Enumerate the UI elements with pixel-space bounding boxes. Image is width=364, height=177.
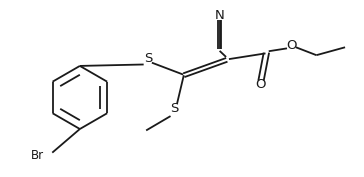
Text: O: O xyxy=(256,78,266,91)
Text: S: S xyxy=(144,52,152,65)
Text: N: N xyxy=(215,8,225,22)
Text: Br: Br xyxy=(31,149,44,162)
Text: S: S xyxy=(170,102,178,115)
Text: O: O xyxy=(286,39,297,52)
